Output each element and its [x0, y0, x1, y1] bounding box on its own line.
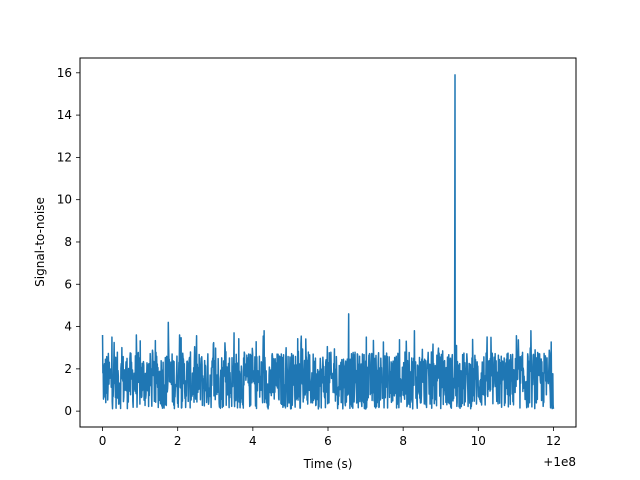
y-tick-label: 16 — [57, 66, 72, 80]
y-tick-label: 12 — [57, 150, 72, 164]
y-tick-label: 0 — [64, 404, 72, 418]
x-axis-label: Time (s) — [303, 457, 353, 471]
y-tick-label: 8 — [64, 235, 72, 249]
x-tick-label: 4 — [249, 434, 257, 448]
x-offset-label: +1e8 — [543, 455, 576, 469]
x-axis-ticks: 0 2 4 6 8 10 12 — [99, 427, 561, 448]
x-tick-label: 0 — [99, 434, 107, 448]
y-tick-label: 2 — [64, 362, 72, 376]
y-tick-label: 6 — [64, 277, 72, 291]
snr-series-line — [101, 74, 555, 410]
y-tick-label: 14 — [57, 108, 72, 122]
y-axis-ticks: 0 2 4 6 8 10 12 14 16 — [57, 66, 80, 418]
y-tick-label: 4 — [64, 320, 72, 334]
x-tick-label: 8 — [399, 434, 407, 448]
x-tick-label: 6 — [324, 434, 332, 448]
y-axis-label: Signal-to-noise — [33, 197, 47, 287]
x-tick-label: 2 — [174, 434, 182, 448]
plot-frame — [79, 57, 577, 428]
x-tick-label: 12 — [546, 434, 561, 448]
series-layer — [101, 74, 555, 410]
x-tick-label: 10 — [471, 434, 486, 448]
y-tick-label: 10 — [57, 193, 72, 207]
